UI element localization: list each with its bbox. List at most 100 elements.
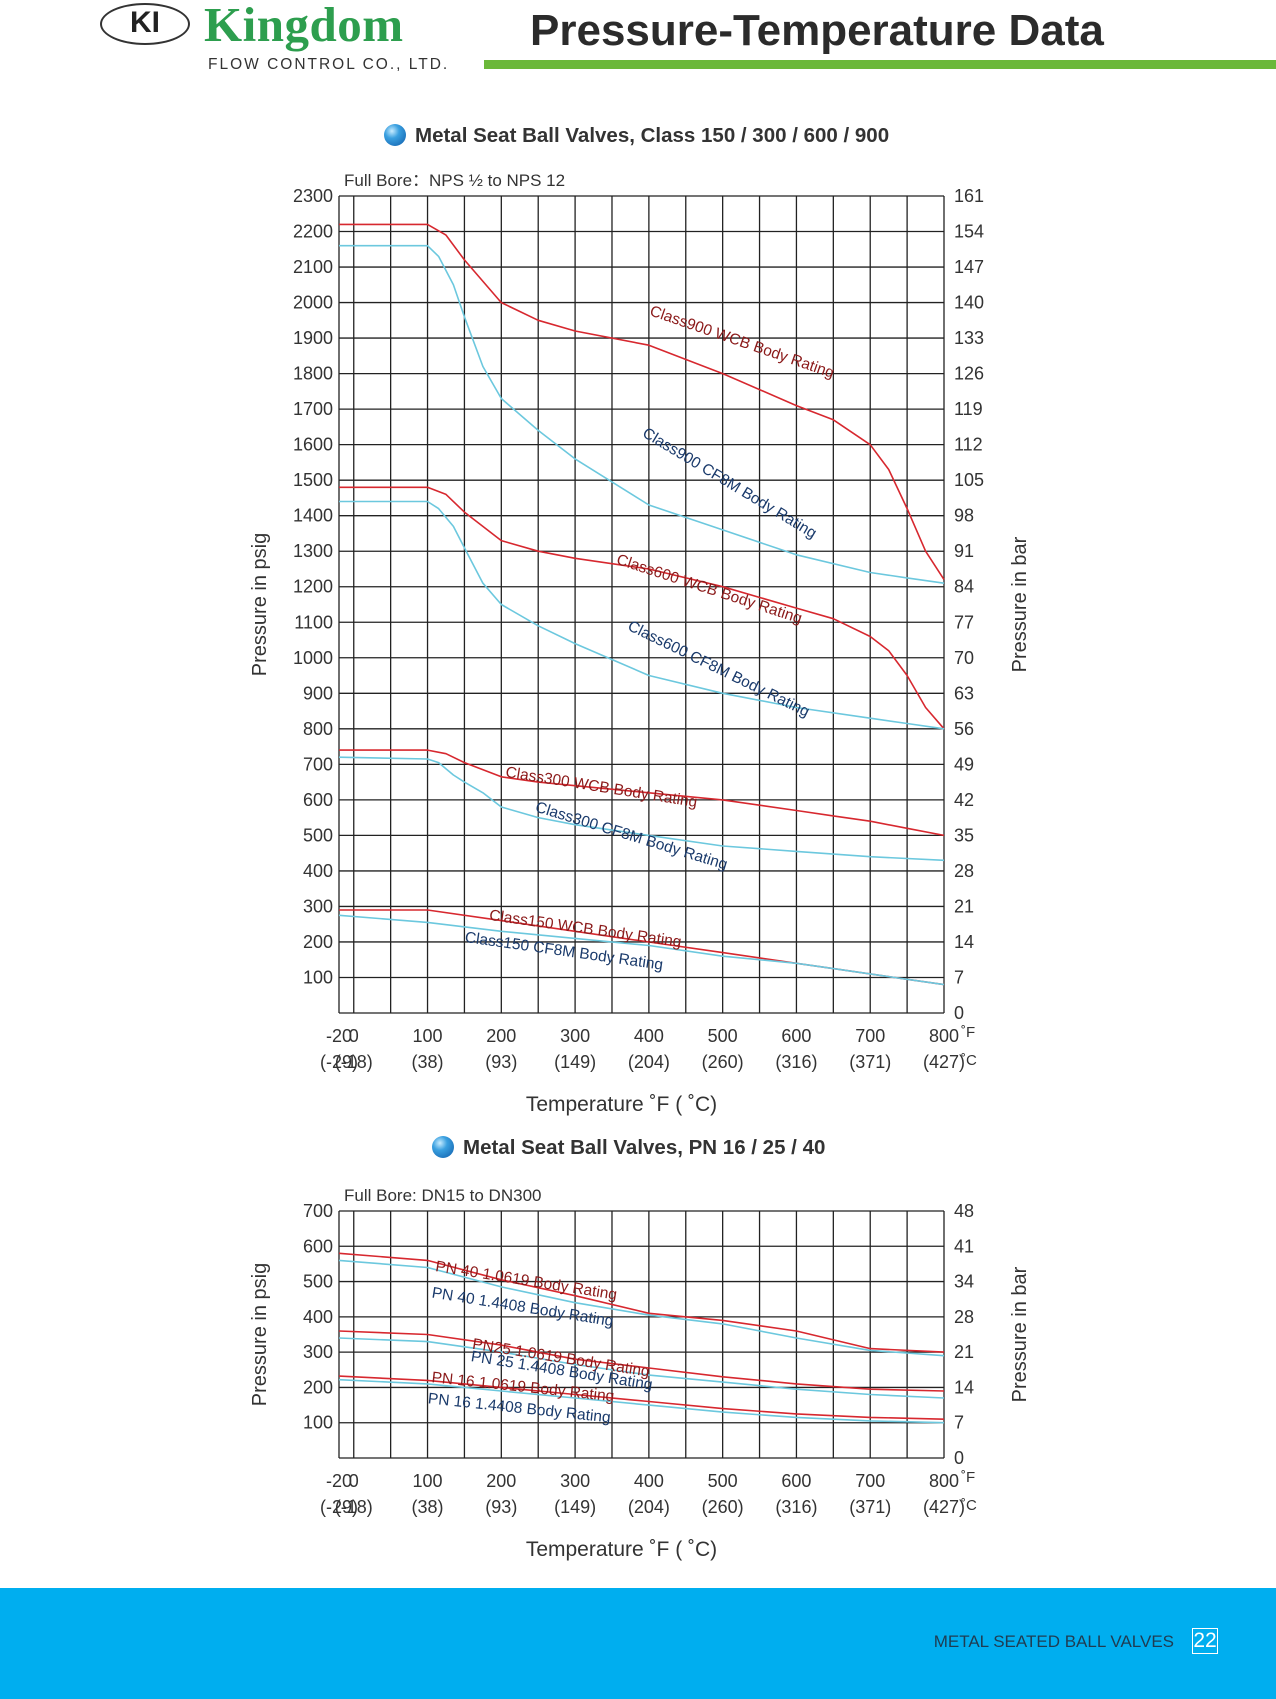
y-tick-label: 100 [303, 967, 333, 987]
y-axis-title: Pressure in psig [249, 533, 271, 676]
y2-tick-label: 49 [954, 754, 974, 774]
y2-tick-label: 119 [954, 399, 983, 419]
x-tick-label: -20 [326, 1026, 352, 1046]
y-tick-label: 2300 [293, 186, 333, 206]
x-tick-label: 100 [413, 1026, 443, 1046]
y2-tick-label: 35 [954, 825, 974, 845]
x-unit-fahrenheit: ˚F [961, 1469, 975, 1486]
chart-class-heading: Metal Seat Ball Valves, Class 150 / 300 … [384, 124, 889, 148]
x-tick-label-celsius: (-29) [320, 1497, 358, 1517]
x-tick-label: 500 [708, 1471, 738, 1491]
x-tick-label: 700 [855, 1471, 885, 1491]
y2-tick-label: 63 [954, 683, 974, 703]
x-tick-label: 400 [634, 1471, 664, 1491]
y2-tick-label: 56 [954, 719, 974, 739]
x-tick-label: 500 [708, 1026, 738, 1046]
y2-tick-label: 147 [954, 257, 984, 277]
y-tick-label: 2100 [293, 257, 333, 277]
y2-tick-label: 7 [954, 1413, 964, 1433]
y2-tick-label: 28 [954, 1307, 974, 1327]
y2-tick-label: 48 [954, 1201, 974, 1221]
y-tick-label: 300 [303, 1342, 333, 1362]
x-tick-label: 600 [781, 1026, 811, 1046]
x-tick-label-celsius: (427) [923, 1497, 965, 1517]
y-tick-label: 1400 [293, 506, 333, 526]
y-tick-label: 1600 [293, 435, 333, 455]
series-line [339, 223, 945, 581]
x-tick-label: 400 [634, 1026, 664, 1046]
y2-tick-label: 70 [954, 648, 974, 668]
x-tick-label: 800 [929, 1026, 959, 1046]
y-tick-label: 1100 [294, 612, 333, 632]
series-label: Class900 WCB Body Rating [648, 303, 837, 382]
grid [338, 195, 945, 1014]
company-logo-mark: KI [100, 3, 190, 45]
x-tick-label: 700 [855, 1026, 885, 1046]
y2-tick-label: 34 [954, 1272, 974, 1292]
y-tick-label: 700 [303, 754, 333, 774]
x-tick-label-celsius: (371) [849, 1497, 891, 1517]
series-line [338, 1259, 945, 1357]
x-tick-label-celsius: (427) [923, 1052, 965, 1072]
y2-tick-label: 161 [954, 186, 984, 206]
y2-tick-label: 105 [954, 470, 984, 490]
y-tick-label: 800 [303, 719, 333, 739]
series-line [339, 500, 945, 730]
series-line [339, 244, 945, 584]
y2-tick-label: 14 [954, 932, 974, 952]
y2-tick-label: 140 [954, 293, 984, 313]
series-line [338, 756, 945, 862]
x-tick-label-celsius: (38) [412, 1052, 444, 1072]
chart-pn-heading: Metal Seat Ball Valves, PN 16 / 25 / 40 [432, 1136, 825, 1160]
page-header: KI Kingdom FLOW CONTROL CO., LTD. Pressu… [0, 0, 1276, 90]
chart-pn-title: Metal Seat Ball Valves, PN 16 / 25 / 40 [463, 1136, 826, 1159]
page-footer: METAL SEATED BALL VALVES 22 [0, 1588, 1276, 1699]
y2-tick-label: 126 [954, 364, 984, 384]
series-label: Class900 CF8M Body Rating [639, 425, 819, 543]
y2-tick-label: 77 [954, 612, 974, 632]
x-tick-label-celsius: (204) [628, 1497, 670, 1517]
series-line [338, 1252, 945, 1353]
chart-pn-ratings: 100 200 300 400 500 600 700 0 7 14 21 28 34 41 48 -20 (-… [249, 1186, 1031, 1561]
y2-tick-label: 21 [954, 1342, 974, 1362]
page-title: Pressure-Temperature Data [530, 6, 1104, 55]
x-tick-label-celsius: (-18) [335, 1497, 373, 1517]
title-rule [484, 60, 1276, 69]
series-line [339, 486, 945, 730]
x-tick-label: 800 [929, 1471, 959, 1491]
y-tick-label: 1200 [293, 577, 333, 597]
y2-tick-label: 14 [954, 1377, 974, 1397]
x-tick-label-celsius: (149) [554, 1497, 596, 1517]
y-tick-label: 1900 [293, 328, 333, 348]
y-tick-label: 1700 [293, 399, 333, 419]
y2-tick-label: 133 [954, 328, 984, 348]
y2-tick-label: 154 [954, 222, 984, 242]
y2-tick-label: 28 [954, 861, 974, 881]
chart-class-ratings: 1002003004005006007008009001000110012001… [249, 171, 1031, 1116]
chart-class-title: Metal Seat Ball Valves, Class 150 / 300 … [415, 124, 890, 147]
series-line [338, 914, 945, 986]
series-label: Class300 CF8M Body Rating [533, 799, 729, 874]
series-line [338, 1378, 945, 1424]
y2-tick-label: 41 [954, 1236, 974, 1256]
x-tick-label-celsius: (-18) [335, 1052, 373, 1072]
x-unit-fahrenheit: ˚F [961, 1024, 975, 1041]
x-tick-label-celsius: (204) [628, 1052, 670, 1072]
x-axis-title: Temperature ˚F ( ˚C) [526, 1538, 717, 1561]
y-tick-label: 500 [303, 825, 333, 845]
x-tick-label-celsius: (-29) [320, 1052, 358, 1072]
series-line [338, 1375, 945, 1420]
x-tick-label-celsius: (93) [485, 1052, 517, 1072]
y2-tick-label: 98 [954, 506, 974, 526]
x-tick-label: 300 [560, 1026, 590, 1046]
y-axis-title: Pressure in psig [249, 1263, 271, 1406]
x-tick-label: 200 [486, 1026, 516, 1046]
x-tick-label-celsius: (149) [554, 1052, 596, 1072]
x-tick-label: 600 [781, 1471, 811, 1491]
x-tick-label: 200 [486, 1471, 516, 1491]
y2-tick-label: 84 [954, 577, 974, 597]
series-line [339, 909, 945, 986]
y-tick-label: 1300 [293, 541, 333, 561]
y-tick-label: 2000 [293, 293, 333, 313]
footer-label: METAL SEATED BALL VALVES [933, 1632, 1174, 1651]
